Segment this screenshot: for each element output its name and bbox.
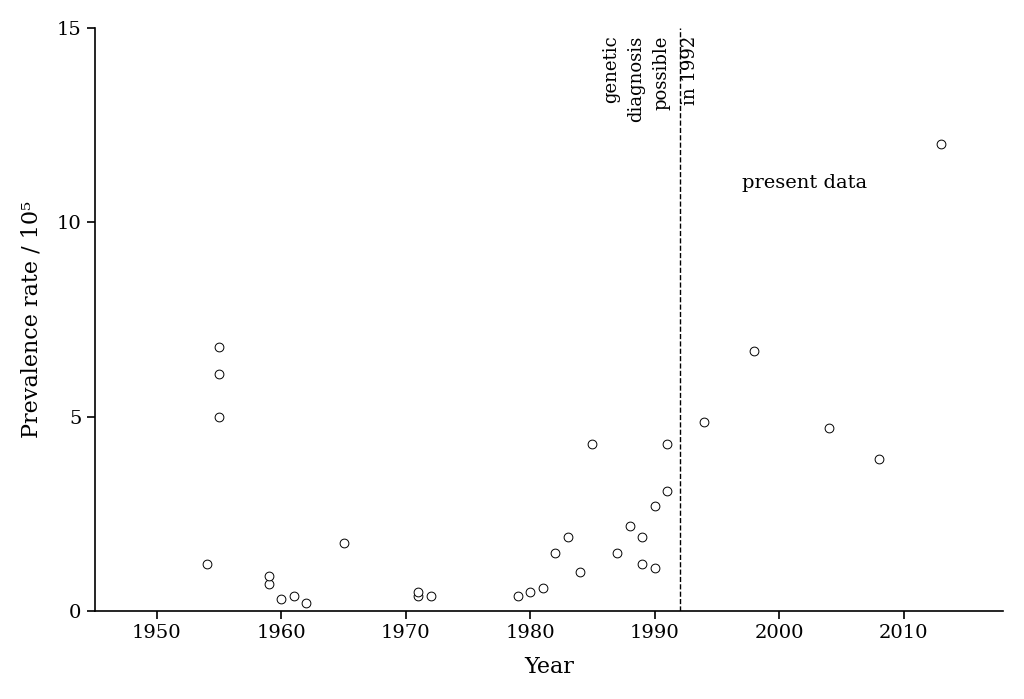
Point xyxy=(199,559,215,570)
Point xyxy=(646,563,663,574)
Y-axis label: Prevalence rate / 10⁵: Prevalence rate / 10⁵ xyxy=(20,201,43,438)
Point xyxy=(535,582,551,593)
Point xyxy=(746,345,763,356)
Point xyxy=(211,411,227,422)
Point xyxy=(870,454,887,465)
Point xyxy=(571,567,588,578)
Point xyxy=(261,578,278,589)
Point xyxy=(547,547,563,559)
Point xyxy=(609,547,626,559)
Point xyxy=(559,532,575,543)
X-axis label: Year: Year xyxy=(524,656,573,678)
Point xyxy=(286,590,302,601)
Point xyxy=(410,590,426,601)
Point xyxy=(510,590,526,601)
Point xyxy=(585,438,601,449)
Text: in 1992: in 1992 xyxy=(681,36,698,105)
Point xyxy=(261,570,278,582)
Point xyxy=(522,586,539,597)
Point xyxy=(298,598,314,609)
Point xyxy=(634,532,650,543)
Point xyxy=(634,559,650,570)
Point xyxy=(696,417,713,428)
Text: diagnosis: diagnosis xyxy=(627,36,645,122)
Point xyxy=(659,485,676,496)
Point xyxy=(423,590,439,601)
Text: genetic: genetic xyxy=(602,36,621,103)
Text: present data: present data xyxy=(741,174,867,192)
Point xyxy=(622,520,638,531)
Point xyxy=(646,500,663,512)
Point xyxy=(821,423,838,434)
Point xyxy=(273,594,290,605)
Point xyxy=(211,368,227,380)
Point xyxy=(410,586,426,597)
Point xyxy=(336,538,352,549)
Point xyxy=(659,438,676,449)
Point xyxy=(933,139,949,150)
Point xyxy=(211,341,227,352)
Text: possible: possible xyxy=(652,36,670,110)
